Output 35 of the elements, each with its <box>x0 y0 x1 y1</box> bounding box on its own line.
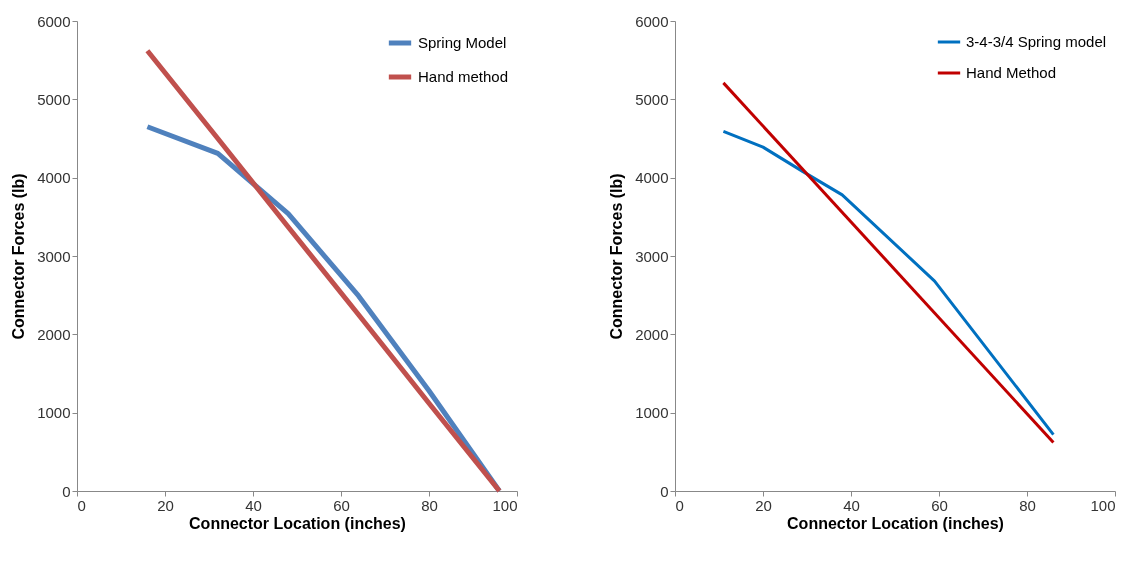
y-tick-label: 4000 <box>635 169 669 187</box>
x-tick-label: 60 <box>333 496 350 514</box>
x-tick-label: 40 <box>245 496 262 514</box>
y-axis-title: Connector Forces (lb) <box>10 173 28 340</box>
y-tick-label: 4000 <box>37 169 71 187</box>
legend-label: Spring Model <box>418 34 507 51</box>
x-tick-label: 100 <box>1090 496 1116 514</box>
y-tick-label: 6000 <box>37 12 71 30</box>
x-tick-label: 100 <box>492 496 518 514</box>
legend-label: Hand method <box>418 68 509 85</box>
y-tick-label: 6000 <box>635 12 669 30</box>
x-tick-label: 40 <box>843 496 860 514</box>
y-tick-label: 1000 <box>635 404 669 422</box>
y-tick-label: 3000 <box>635 247 669 265</box>
y-axis-title: Connector Forces (lb) <box>608 173 626 340</box>
legend-label: 3-4-3/4 Spring model <box>966 33 1107 50</box>
x-tick-label: 60 <box>931 496 948 514</box>
y-tick-label: 1000 <box>37 404 71 422</box>
x-tick-label: 0 <box>675 496 684 514</box>
y-tick-label: 2000 <box>37 325 71 343</box>
y-tick-label: 5000 <box>37 90 71 108</box>
y-tick-label: 3000 <box>37 247 71 265</box>
y-tick-label: 0 <box>62 482 71 500</box>
x-axis-title: Connector Location (inches) <box>189 514 406 532</box>
x-axis-title: Connector Location (inches) <box>787 514 1004 532</box>
line-series <box>721 129 1055 437</box>
x-tick-label: 80 <box>1019 496 1036 514</box>
x-tick-label: 80 <box>421 496 438 514</box>
y-tick-label: 0 <box>660 482 669 500</box>
x-tick-label: 0 <box>77 496 86 514</box>
x-tick-label: 20 <box>755 496 772 514</box>
legend-label: Hand Method <box>966 64 1057 81</box>
y-tick-label: 2000 <box>635 325 669 343</box>
x-tick-label: 20 <box>157 496 174 514</box>
y-tick-label: 5000 <box>635 90 669 108</box>
